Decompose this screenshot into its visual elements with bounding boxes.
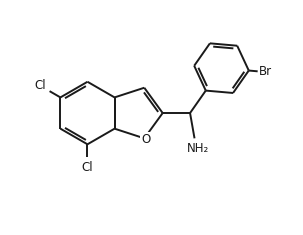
Text: NH₂: NH₂: [187, 142, 209, 155]
Text: Cl: Cl: [35, 79, 46, 92]
Text: Br: Br: [258, 66, 272, 78]
Text: O: O: [141, 133, 150, 146]
Text: Cl: Cl: [82, 161, 93, 174]
